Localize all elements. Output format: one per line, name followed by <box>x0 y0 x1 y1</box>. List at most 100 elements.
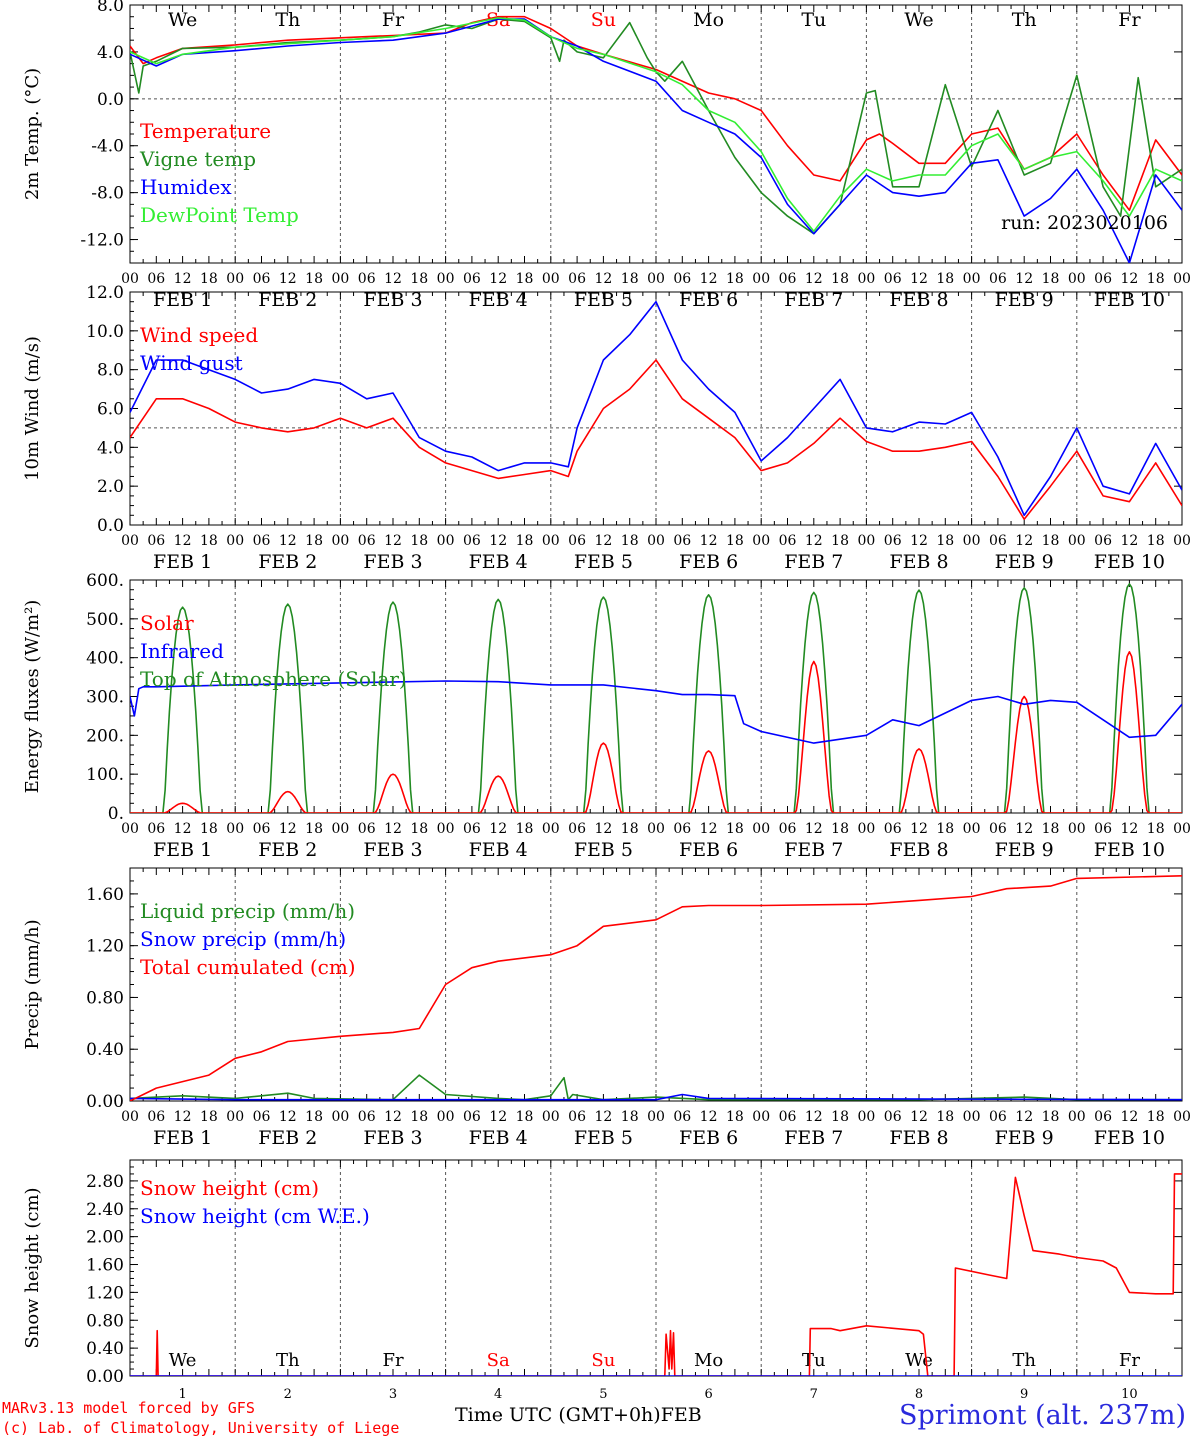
hour-label: 18 <box>305 271 323 287</box>
date-label: FEB 9 <box>995 1127 1054 1149</box>
series-group <box>130 1173 1182 1376</box>
y-tick-label: 0. <box>108 804 124 824</box>
hour-label: 06 <box>989 821 1007 837</box>
weekday-label: Th <box>1012 1350 1036 1371</box>
date-label: FEB 2 <box>258 839 317 861</box>
series-group <box>130 15 1182 263</box>
hour-label: 06 <box>884 821 902 837</box>
x-axis-label-time: Time UTC (GMT+0h) <box>455 1404 661 1426</box>
hour-label: 18 <box>200 821 218 837</box>
hour-label: 18 <box>410 1109 428 1125</box>
hour-label: 06 <box>358 271 376 287</box>
hour-label: 00 <box>542 821 560 837</box>
hour-label: 12 <box>594 821 612 837</box>
hour-label: 18 <box>200 533 218 549</box>
hour-label: 00 <box>857 271 875 287</box>
hour-label: 12 <box>910 533 928 549</box>
hour-label: 12 <box>489 533 507 549</box>
y-tick-label: 8.0 <box>97 0 124 16</box>
hour-label: 06 <box>253 821 271 837</box>
y-tick-label: 4.0 <box>97 438 124 458</box>
hour-label: 00 <box>1068 1109 1086 1125</box>
day-number: 4 <box>494 1387 502 1402</box>
hour-label: 00 <box>437 533 455 549</box>
hour-label: 06 <box>779 533 797 549</box>
hour-label: 00 <box>331 533 349 549</box>
y-tick-label: 0.0 <box>97 90 124 110</box>
date-label: FEB 8 <box>889 839 948 861</box>
y-tick-label: 100. <box>86 765 124 785</box>
series-2 <box>130 875 1182 1101</box>
hour-label: 18 <box>305 533 323 549</box>
hour-label: 18 <box>621 271 639 287</box>
date-label: FEB 10 <box>1094 289 1165 311</box>
hour-label: 18 <box>516 271 534 287</box>
hour-label: 06 <box>884 1109 902 1125</box>
date-label: FEB 2 <box>258 289 317 311</box>
series-group <box>130 300 1182 521</box>
date-label: FEB 4 <box>469 551 528 573</box>
hour-label: 06 <box>779 271 797 287</box>
hour-label: 12 <box>489 271 507 287</box>
hour-label: 12 <box>1015 533 1033 549</box>
series-0 <box>130 1173 1182 1376</box>
date-label: FEB 7 <box>784 551 843 573</box>
panel-2: 12.0 10.0 8.0 6.0 4.0 2.0 0.0 10m Wind (m/s) 00 0… <box>22 283 1191 573</box>
hour-label: 18 <box>410 821 428 837</box>
hour-label: 06 <box>989 533 1007 549</box>
hour-label: 18 <box>1042 271 1060 287</box>
weekday-label: We <box>904 9 933 31</box>
y-tick-label: 500. <box>86 610 124 630</box>
y-tick-label: 2.40 <box>86 1200 124 1220</box>
hour-label: 00 <box>752 533 770 549</box>
hour-label: 12 <box>910 1109 928 1125</box>
y-axis-label: Energy fluxes (W/m²) <box>22 600 43 794</box>
date-label: FEB 9 <box>995 839 1054 861</box>
hour-label: 00 <box>1173 821 1191 837</box>
y-tick-label: 8.0 <box>97 361 124 381</box>
model-credit: MARv3.13 model forced by GFS <box>2 1399 255 1417</box>
date-label: FEB 9 <box>995 551 1054 573</box>
hour-label: 12 <box>805 533 823 549</box>
weekday-label: Mo <box>694 1350 723 1371</box>
date-label: FEB 10 <box>1094 1127 1165 1149</box>
hour-label: 00 <box>857 533 875 549</box>
hour-label: 18 <box>621 533 639 549</box>
hour-label: 06 <box>568 1109 586 1125</box>
hour-label: 18 <box>936 533 954 549</box>
hour-label: 00 <box>437 1109 455 1125</box>
y-tick-label: 12.0 <box>86 283 124 303</box>
lab-credit: (c) Lab. of Climatology, University of L… <box>2 1419 400 1437</box>
hour-label: 12 <box>700 271 718 287</box>
hour-label: 18 <box>410 533 428 549</box>
hour-label: 00 <box>542 1109 560 1125</box>
weekday-label: Th <box>1012 9 1037 31</box>
date-label: FEB 2 <box>258 1127 317 1149</box>
hour-label: 00 <box>542 533 560 549</box>
run-label: run: 2023020106 <box>1001 212 1168 234</box>
hour-label: 18 <box>516 533 534 549</box>
hour-label: 18 <box>200 1109 218 1125</box>
hour-label: 06 <box>463 821 481 837</box>
date-label: FEB 8 <box>889 289 948 311</box>
y-tick-label: -4.0 <box>91 137 124 157</box>
legend-entry: Wind speed <box>140 323 258 347</box>
legend-entry: Humidex <box>140 175 232 199</box>
hour-label: 06 <box>1094 271 1112 287</box>
y-tick-label: 300. <box>86 688 124 708</box>
hour-label: 00 <box>647 533 665 549</box>
hour-label: 12 <box>489 821 507 837</box>
y-tick-label: 600. <box>86 571 124 591</box>
date-label: FEB 7 <box>784 839 843 861</box>
hour-label: 12 <box>384 533 402 549</box>
date-label: FEB 1 <box>153 839 212 861</box>
hour-label: 06 <box>147 1109 165 1125</box>
hour-label: 12 <box>910 271 928 287</box>
weekday-label: Fr <box>382 1350 403 1371</box>
date-label: FEB 3 <box>363 551 422 573</box>
hour-label: 06 <box>463 271 481 287</box>
hour-label: 00 <box>752 821 770 837</box>
hour-label: 18 <box>726 533 744 549</box>
hour-label: 12 <box>279 271 297 287</box>
legend-entry: Wind gust <box>140 351 243 375</box>
